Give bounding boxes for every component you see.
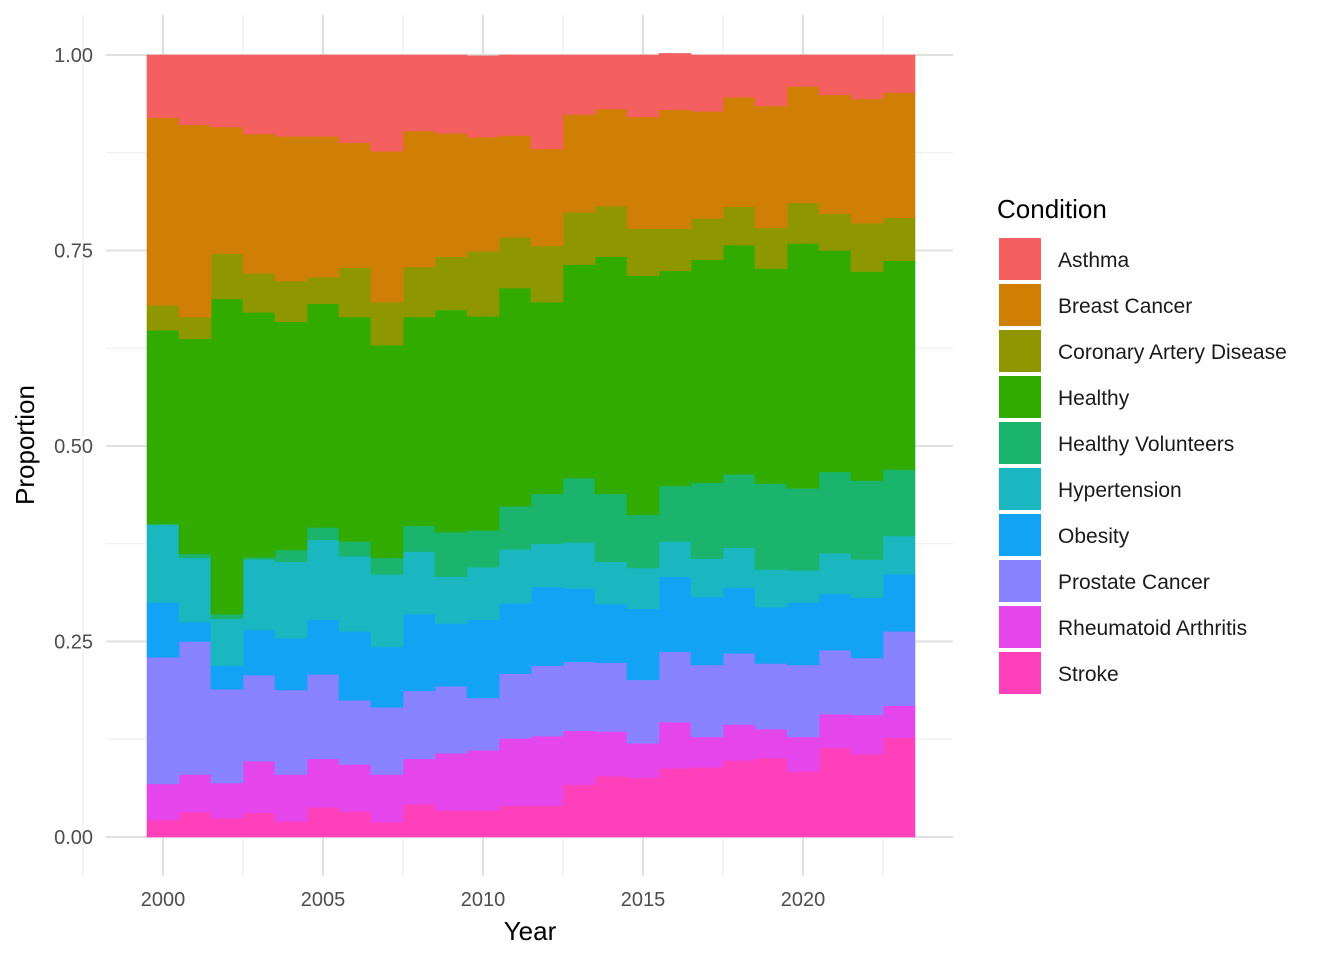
y-axis-title: Proportion [10, 385, 40, 505]
legend-label-obesity: Obesity [1058, 525, 1130, 548]
legend-item-breast-cancer: Breast Cancer [999, 284, 1192, 326]
legend-title: Condition [997, 194, 1107, 224]
legend-item-rheumatoid-arthritis: Rheumatoid Arthritis [999, 606, 1247, 648]
legend-items: Asthma Breast Cancer Coronary Artery Disea… [999, 238, 1287, 694]
y-tick-label: 1.00 [54, 45, 93, 67]
legend-key-coronary-artery-disease [999, 330, 1041, 372]
x-tick-label: 2000 [141, 889, 186, 911]
x-tick-label: 2015 [621, 889, 666, 911]
x-tick-label: 2005 [301, 889, 346, 911]
legend-label-rheumatoid-arthritis: Rheumatoid Arthritis [1058, 617, 1247, 640]
legend-label-healthy-volunteers: Healthy Volunteers [1058, 433, 1234, 456]
legend-item-asthma: Asthma [999, 238, 1130, 280]
legend-key-obesity [999, 514, 1041, 556]
legend-item-healthy-volunteers: Healthy Volunteers [999, 422, 1234, 464]
area-asthma [146, 53, 916, 152]
area-layer [146, 53, 916, 838]
y-tick-label: 0.00 [54, 827, 93, 849]
legend-key-rheumatoid-arthritis [999, 606, 1041, 648]
legend-label-hypertension: Hypertension [1058, 479, 1182, 502]
legend-item-obesity: Obesity [999, 514, 1130, 556]
legend-item-prostate-cancer: Prostate Cancer [999, 560, 1210, 602]
legend-label-coronary-artery-disease: Coronary Artery Disease [1058, 341, 1287, 364]
legend-key-healthy [999, 376, 1041, 418]
y-tick-label: 0.75 [54, 241, 93, 263]
legend-item-coronary-artery-disease: Coronary Artery Disease [999, 330, 1287, 372]
y-tick-label: 0.25 [54, 632, 93, 654]
legend-key-healthy-volunteers [999, 422, 1041, 464]
legend-key-breast-cancer [999, 284, 1041, 326]
legend-key-hypertension [999, 468, 1041, 510]
legend: Condition Asthma Breast Cancer Coronary Ar… [997, 194, 1287, 694]
legend-label-stroke: Stroke [1058, 663, 1119, 686]
legend-key-prostate-cancer [999, 560, 1041, 602]
x-axis-title: Year [504, 916, 557, 946]
legend-label-healthy: Healthy [1058, 387, 1130, 410]
axis-layer: 0.00 0.25 0.50 0.75 1.00 2000 2005 2010 2015 2020 [54, 45, 825, 911]
y-tick-label: 0.50 [54, 436, 93, 458]
legend-item-hypertension: Hypertension [999, 468, 1182, 510]
legend-item-stroke: Stroke [999, 652, 1119, 694]
x-tick-label: 2020 [781, 889, 826, 911]
legend-item-healthy: Healthy [999, 376, 1130, 418]
x-tick-label: 2010 [461, 889, 506, 911]
legend-label-prostate-cancer: Prostate Cancer [1058, 571, 1210, 594]
legend-label-breast-cancer: Breast Cancer [1058, 295, 1192, 318]
legend-key-asthma [999, 238, 1041, 280]
legend-label-asthma: Asthma [1058, 249, 1130, 272]
legend-key-stroke [999, 652, 1041, 694]
